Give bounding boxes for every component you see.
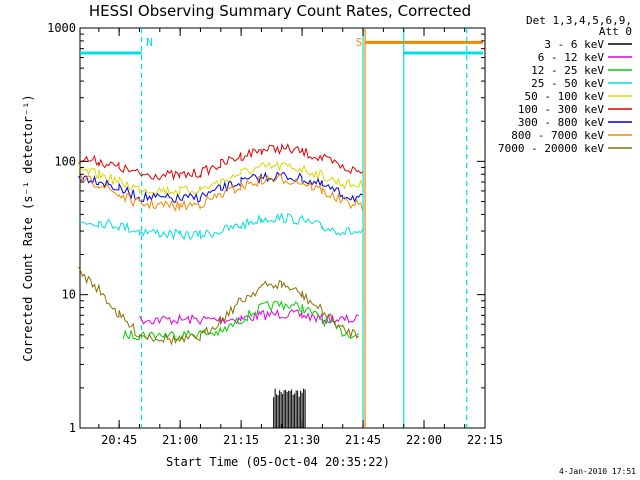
chart-title: HESSI Observing Summary Count Rates, Cor…: [89, 2, 471, 20]
series-50-100keV: [78, 161, 364, 196]
x-tick-label: 21:15: [223, 433, 259, 447]
observing-flags: [80, 40, 483, 55]
legend-entry: 7000 - 20000 keV: [498, 142, 604, 155]
y-tick-label: 100: [54, 154, 76, 168]
x-tick-label: 22:15: [467, 433, 503, 447]
x-axis-ticks: 20:45 21:00 21:15 21:30 21:45 22:00 22:15: [98, 28, 503, 447]
series-25-50keV: [78, 212, 364, 241]
legend-entry: 3 - 6 keV: [544, 38, 604, 51]
y-axis-label: Corrected Count Rate (s⁻¹ detector⁻¹): [21, 94, 35, 361]
legend-header: Det 1,3,4,5,6,9,: [526, 14, 632, 27]
x-tick-label: 21:30: [284, 433, 320, 447]
series-7000-20000keV: [78, 266, 360, 346]
series-100-300keV: [78, 142, 363, 181]
legend-header: Att 0: [599, 25, 632, 38]
legend-entry: 100 - 300 keV: [518, 103, 604, 116]
legend-entry: 12 - 25 keV: [531, 64, 604, 77]
series-12-25keV: [122, 299, 360, 341]
series-800-7000keV: [78, 173, 364, 212]
x-tick-label: 21:45: [345, 433, 381, 447]
x-axis-label: Start Time (05-Oct-04 20:35:22): [166, 455, 390, 469]
y-tick-label: 10: [62, 288, 76, 302]
y-tick-label: 1000: [47, 21, 76, 35]
footer-timestamp: 4-Jan-2010 17:51: [559, 467, 636, 476]
x-tick-label: 20:45: [101, 433, 137, 447]
series-lines: [78, 142, 364, 428]
x-tick-label: 22:00: [406, 433, 442, 447]
x-tick-label: 21:00: [162, 433, 198, 447]
y-tick-label: 1: [69, 421, 76, 435]
marker-N-label: N: [146, 36, 153, 49]
legend-entry: 25 - 50 keV: [531, 77, 604, 90]
marker-S-label: S: [356, 36, 363, 49]
legend-entry: 6 - 12 keV: [538, 51, 605, 64]
series-300-800keV: [78, 171, 363, 203]
legend-entry: 50 - 100 keV: [525, 90, 605, 103]
legend-entry: 300 - 800 keV: [518, 116, 604, 129]
legend-entry: 800 - 7000 keV: [511, 129, 604, 142]
y-axis-ticks: 1 10 100 1000: [47, 21, 485, 435]
